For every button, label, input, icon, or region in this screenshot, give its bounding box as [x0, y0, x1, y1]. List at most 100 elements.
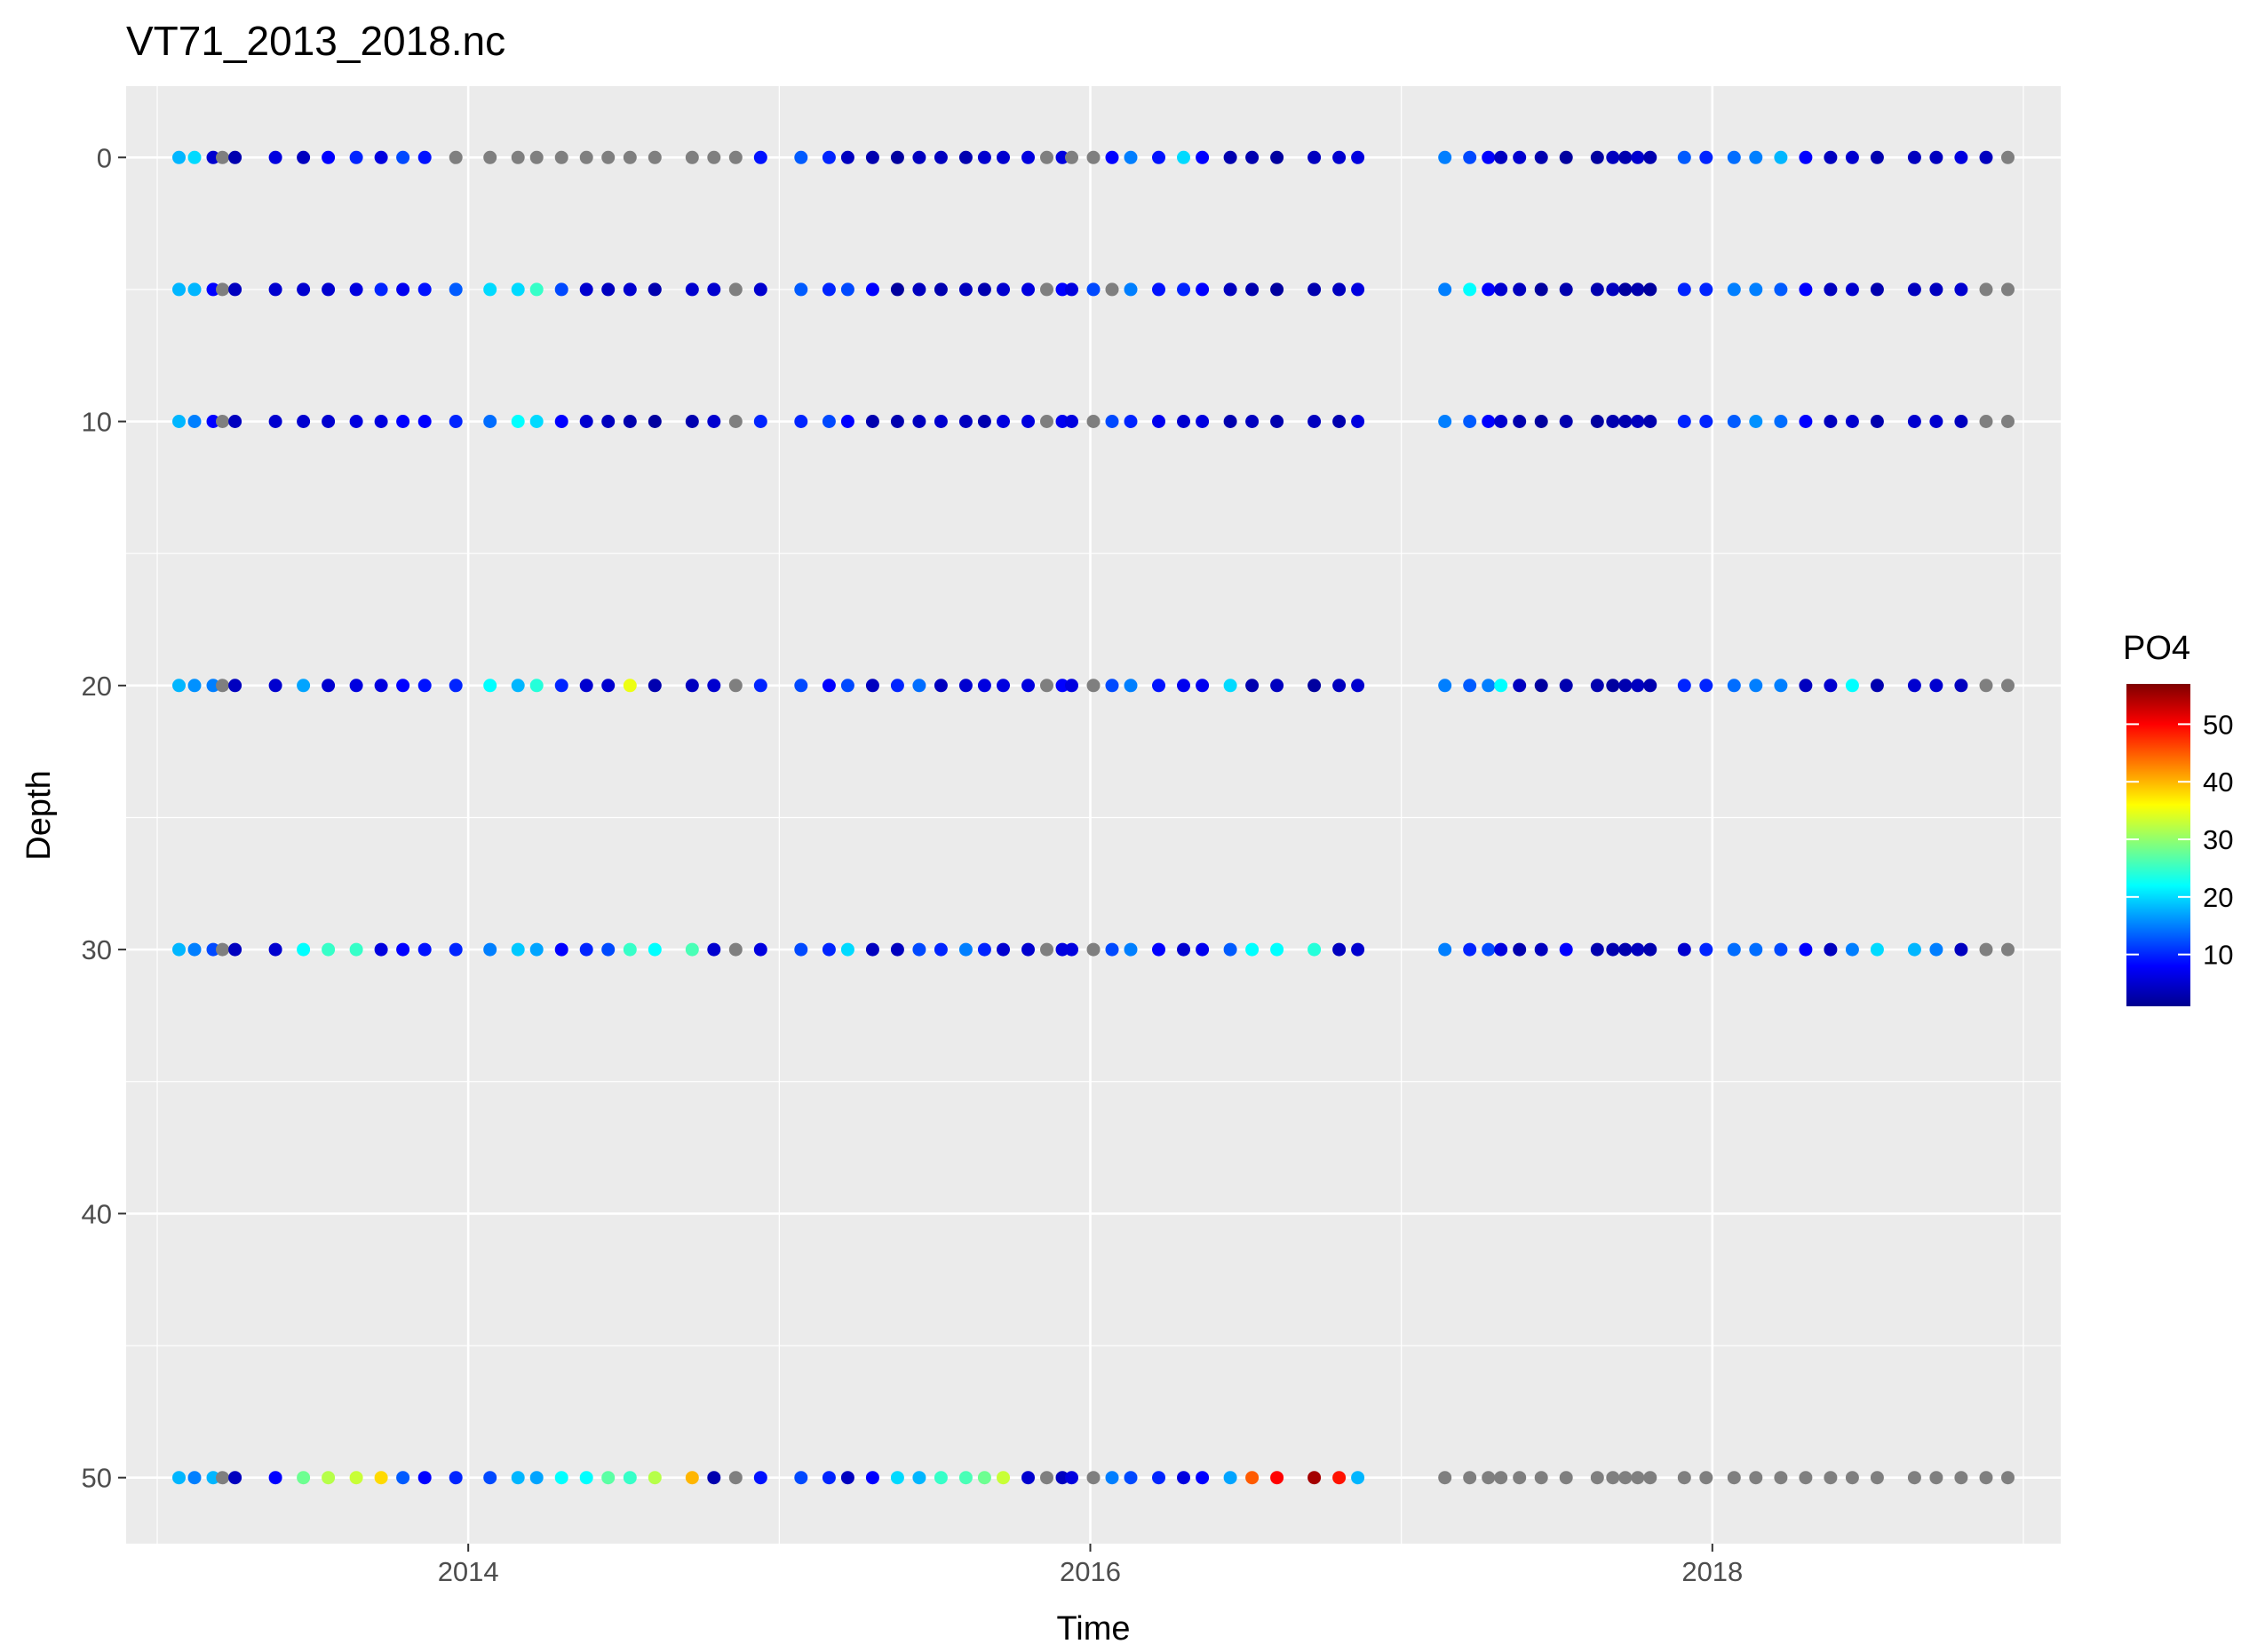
- data-point: [1055, 150, 1069, 164]
- data-point: [1177, 1471, 1190, 1485]
- y-tick-label: 20: [82, 671, 112, 702]
- data-point: [268, 942, 282, 957]
- data-point: [1270, 679, 1284, 693]
- data-point: [297, 1471, 311, 1485]
- data-point: [1774, 679, 1788, 693]
- y-tick-label: 50: [82, 1463, 112, 1494]
- data-point: [2001, 150, 2015, 164]
- data-point: [1040, 1471, 1053, 1485]
- data-point: [958, 415, 973, 428]
- data-point: [685, 942, 699, 957]
- data-point: [579, 282, 593, 297]
- data-point: [1105, 679, 1119, 693]
- data-point: [1196, 942, 1210, 957]
- data-point: [1631, 415, 1645, 428]
- data-point: [977, 679, 991, 693]
- data-point: [2001, 942, 2015, 957]
- data-point: [1907, 282, 1921, 297]
- data-point: [648, 679, 662, 693]
- y-tick-label: 40: [82, 1198, 112, 1229]
- data-point: [1979, 150, 1993, 164]
- data-point: [1494, 150, 1508, 164]
- data-point: [511, 942, 525, 957]
- data-point: [1223, 679, 1237, 693]
- data-point: [601, 942, 616, 957]
- data-point: [1606, 679, 1620, 693]
- data-point: [1351, 415, 1365, 428]
- data-point: [1870, 679, 1884, 693]
- data-point: [1245, 150, 1260, 164]
- data-point: [349, 150, 363, 164]
- data-point: [997, 1471, 1010, 1485]
- data-point: [1482, 1471, 1496, 1485]
- data-point: [822, 282, 836, 297]
- data-point: [1845, 282, 1859, 297]
- data-point: [529, 1471, 544, 1485]
- data-point: [483, 679, 497, 693]
- data-point: [1749, 282, 1763, 297]
- data-point: [1307, 150, 1322, 164]
- data-point: [449, 1471, 463, 1485]
- data-point: [228, 150, 242, 164]
- data-point: [216, 942, 229, 957]
- data-point: [707, 150, 721, 164]
- chart-title: VT71_2013_2018.nc: [126, 18, 505, 64]
- data-point: [1631, 942, 1645, 957]
- data-point: [322, 150, 336, 164]
- data-point: [1332, 679, 1347, 693]
- legend-tick-label: 50: [2203, 709, 2233, 740]
- data-point: [172, 1471, 186, 1485]
- data-point: [374, 415, 388, 428]
- data-point: [794, 415, 808, 428]
- plot-panel: [126, 86, 2061, 1544]
- data-point: [728, 942, 743, 957]
- data-point: [483, 150, 497, 164]
- data-point: [1438, 282, 1452, 297]
- data-point: [1870, 942, 1884, 957]
- data-point: [297, 282, 311, 297]
- data-point: [579, 679, 593, 693]
- data-point: [1606, 150, 1620, 164]
- data-point: [1954, 415, 1968, 428]
- data-point: [1438, 150, 1452, 164]
- data-point: [840, 150, 854, 164]
- data-point: [958, 150, 973, 164]
- data-point: [396, 415, 410, 428]
- data-point: [1494, 1471, 1508, 1485]
- data-point: [977, 942, 991, 957]
- data-point: [449, 679, 463, 693]
- data-point: [1590, 415, 1604, 428]
- data-point: [1590, 1471, 1604, 1485]
- data-point: [1177, 282, 1190, 297]
- data-point: [1824, 150, 1838, 164]
- data-point: [1677, 150, 1691, 164]
- data-point: [1482, 150, 1496, 164]
- data-point: [322, 942, 336, 957]
- data-point: [228, 679, 242, 693]
- data-point: [1559, 679, 1573, 693]
- data-point: [396, 942, 410, 957]
- data-point: [216, 679, 229, 693]
- data-point: [396, 282, 410, 297]
- data-point: [977, 150, 991, 164]
- data-point: [1727, 150, 1741, 164]
- data-point: [623, 415, 637, 428]
- data-point: [554, 1471, 568, 1485]
- data-point: [374, 150, 388, 164]
- data-point: [1124, 282, 1138, 297]
- data-point: [579, 1471, 593, 1485]
- data-point: [707, 282, 721, 297]
- data-point: [728, 150, 743, 164]
- data-point: [554, 150, 568, 164]
- data-point: [685, 415, 699, 428]
- data-point: [977, 415, 991, 428]
- data-point: [449, 150, 463, 164]
- data-point: [753, 415, 767, 428]
- data-point: [1270, 282, 1284, 297]
- data-point: [187, 282, 202, 297]
- data-point: [554, 415, 568, 428]
- data-point: [1727, 282, 1741, 297]
- data-point: [1799, 942, 1813, 957]
- data-point: [1559, 150, 1573, 164]
- data-point: [1124, 679, 1138, 693]
